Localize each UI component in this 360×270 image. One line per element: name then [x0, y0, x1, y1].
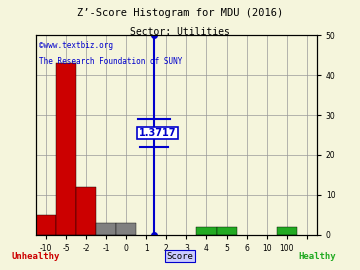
Text: The Research Foundation of SUNY: The Research Foundation of SUNY	[39, 57, 182, 66]
Text: ©www.textbiz.org: ©www.textbiz.org	[39, 41, 113, 50]
Bar	[56, 63, 76, 235]
Text: Score: Score	[167, 252, 193, 261]
Bar	[76, 187, 96, 235]
Bar	[116, 223, 136, 235]
Text: Z’-Score Histogram for MDU (2016): Z’-Score Histogram for MDU (2016)	[77, 8, 283, 18]
Text: 1.3717: 1.3717	[139, 128, 176, 138]
Bar	[36, 215, 56, 235]
Bar	[197, 227, 216, 235]
Bar	[277, 227, 297, 235]
Text: Sector: Utilities: Sector: Utilities	[130, 27, 230, 37]
Text: Healthy: Healthy	[298, 252, 336, 261]
Bar	[96, 223, 116, 235]
Text: Unhealthy: Unhealthy	[12, 252, 60, 261]
Bar	[216, 227, 237, 235]
